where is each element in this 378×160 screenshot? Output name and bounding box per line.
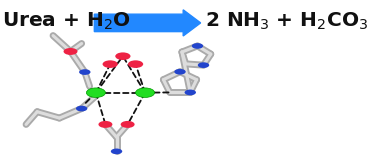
Circle shape	[174, 69, 186, 75]
Circle shape	[64, 48, 77, 55]
Circle shape	[79, 69, 90, 75]
Circle shape	[102, 60, 118, 68]
Circle shape	[121, 121, 135, 128]
Circle shape	[111, 148, 122, 154]
Circle shape	[98, 121, 112, 128]
Circle shape	[128, 60, 143, 68]
Circle shape	[184, 90, 196, 95]
Circle shape	[76, 106, 87, 111]
FancyArrow shape	[94, 10, 201, 36]
Text: Urea + H$_2$O: Urea + H$_2$O	[2, 11, 131, 32]
Circle shape	[192, 43, 203, 49]
Circle shape	[87, 88, 105, 97]
Circle shape	[136, 88, 155, 97]
Circle shape	[198, 62, 209, 68]
Circle shape	[115, 52, 130, 60]
Text: 2 NH$_3$ + H$_2$CO$_3$: 2 NH$_3$ + H$_2$CO$_3$	[205, 11, 369, 32]
